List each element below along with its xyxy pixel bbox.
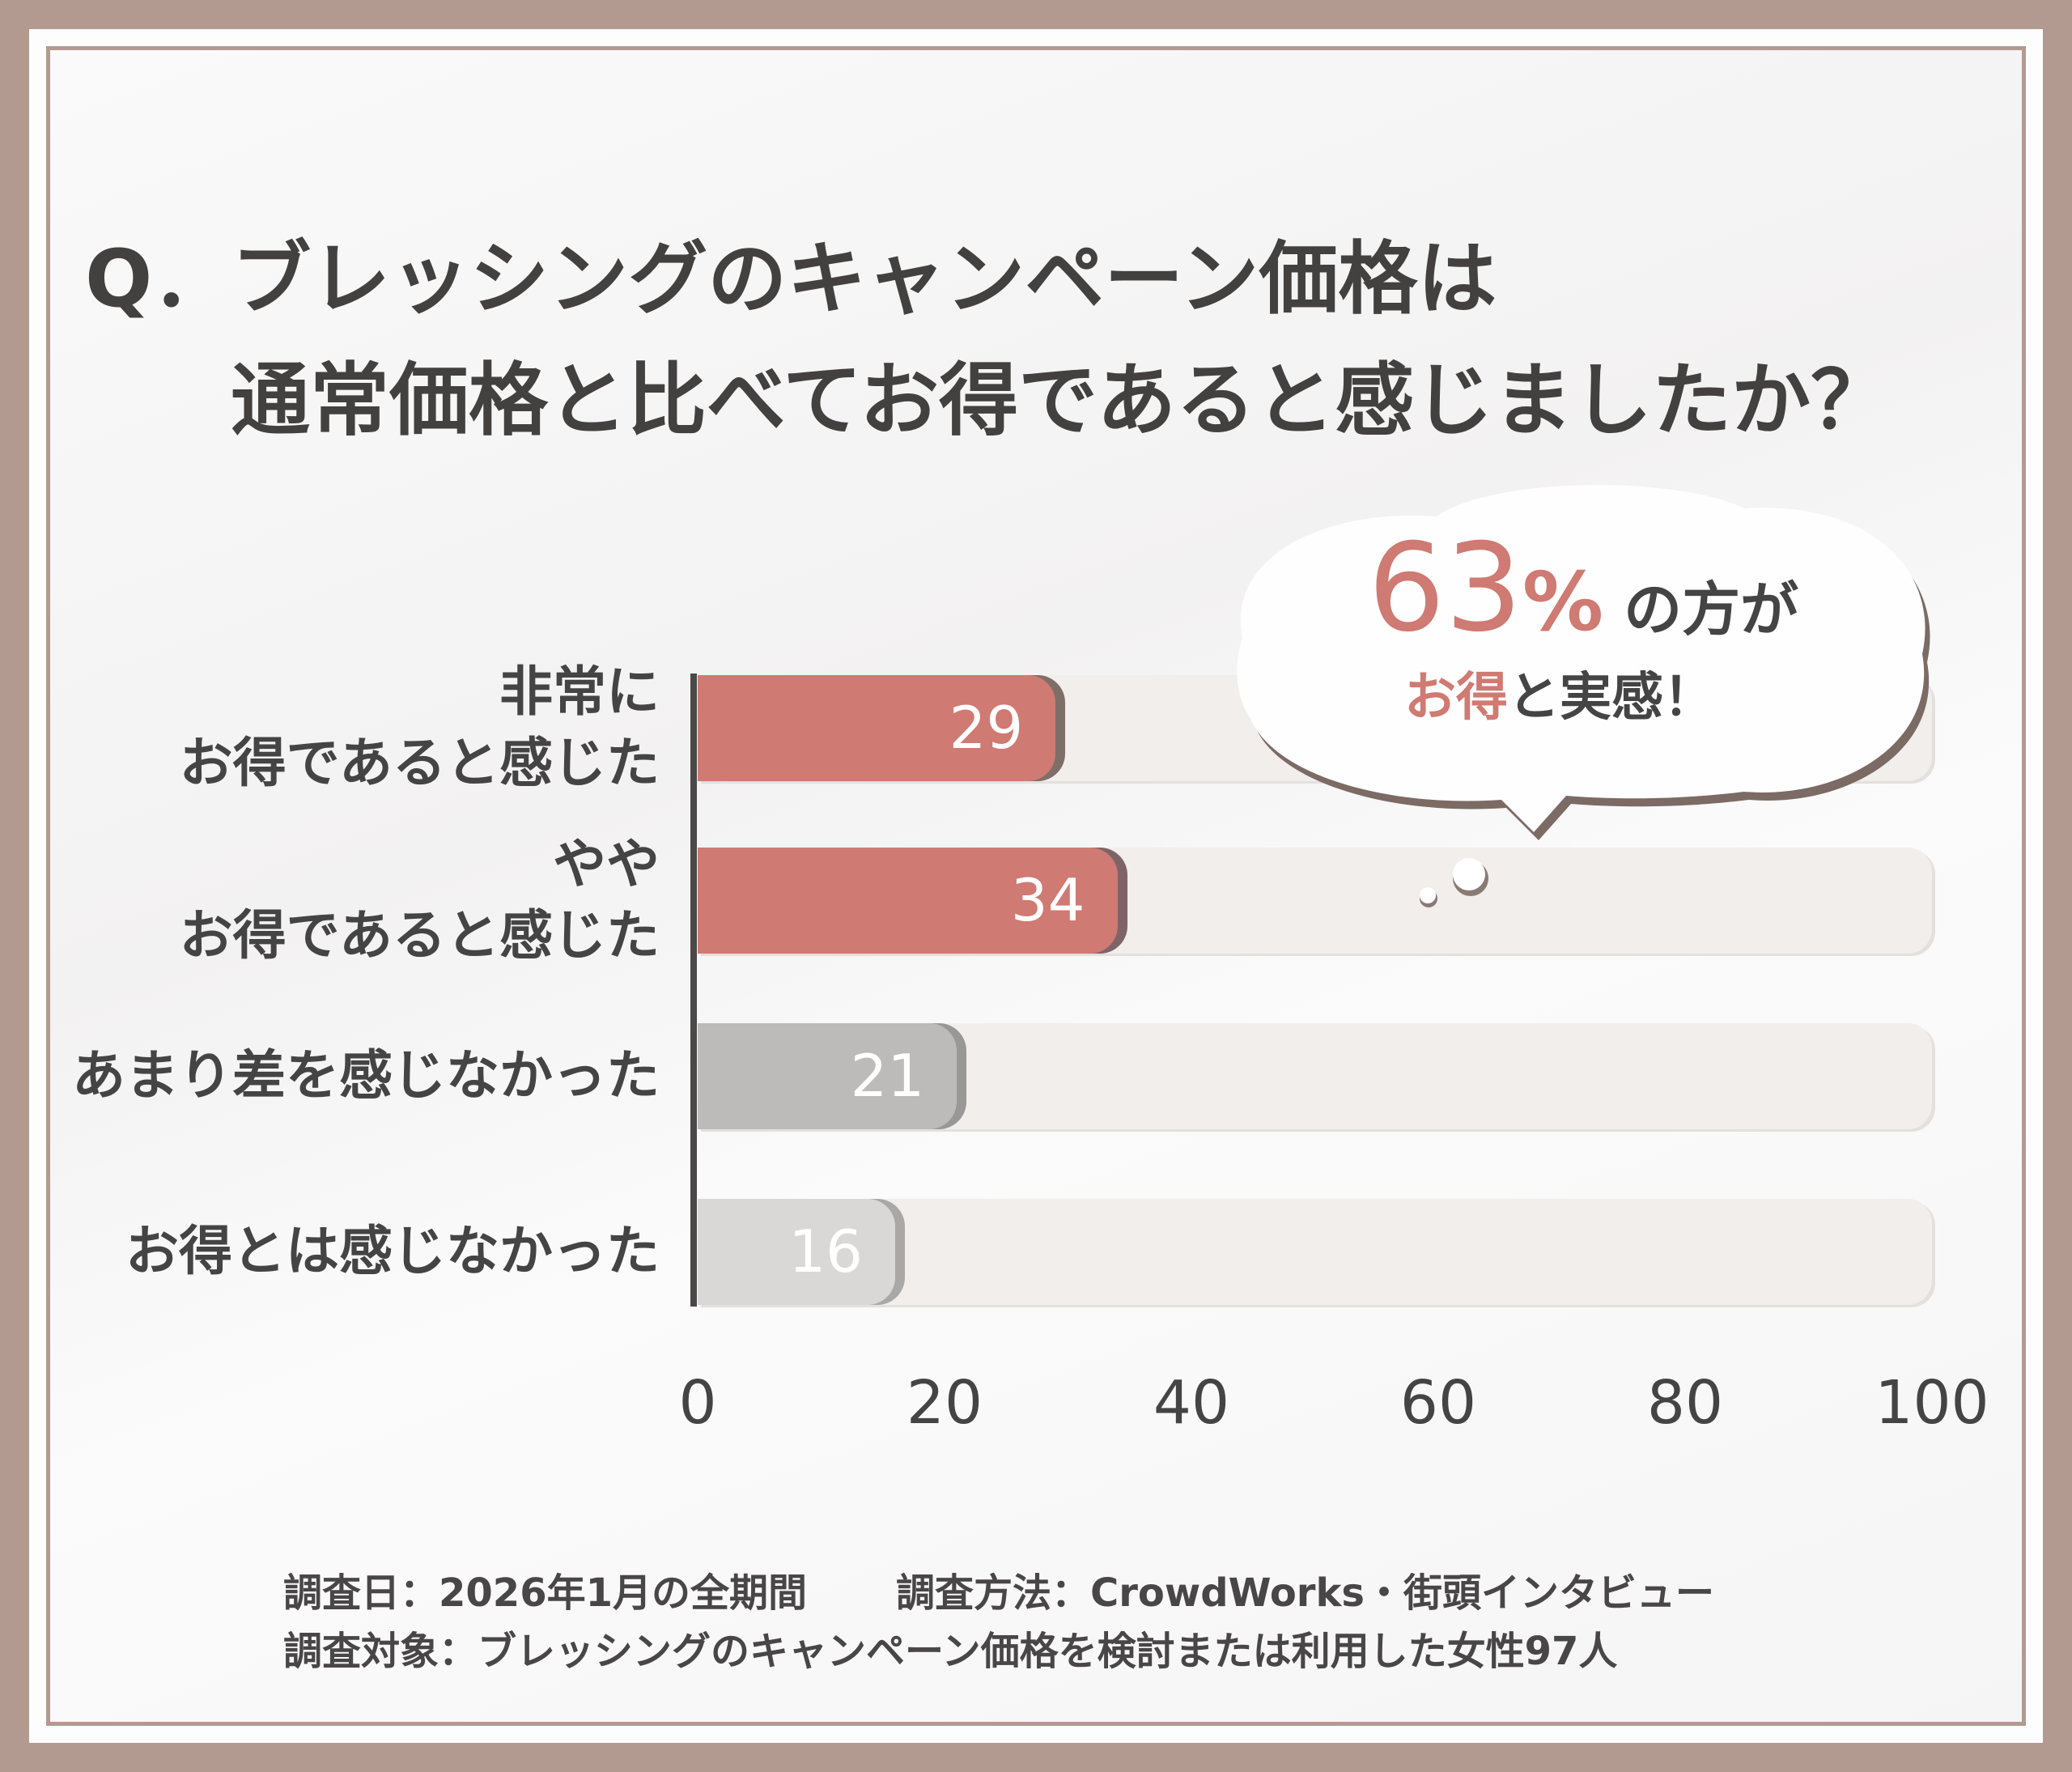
x-tick-label: 0: [678, 1368, 717, 1438]
speech-bubble: [1237, 485, 1930, 840]
bar: 21: [698, 1023, 957, 1129]
category-label: あまり差を感じなかった: [72, 1044, 660, 1107]
x-tick-label: 20: [906, 1368, 983, 1438]
x-tick-label: 40: [1153, 1368, 1230, 1438]
bar-value-label: 21: [850, 1042, 925, 1110]
x-tick-label: 100: [1875, 1368, 1989, 1438]
bar-value-label: 29: [949, 694, 1024, 762]
thought-dots: [1420, 858, 1488, 907]
bar-value-label: 34: [1010, 866, 1085, 934]
category-label: 非常に お得であると感じた: [179, 661, 660, 794]
footer-line-1: 調査日：2026年1月の全期間 調査方法：CrowdWorks・街頭インタビュー: [283, 1570, 1714, 1616]
bar-track: [698, 1199, 1932, 1305]
callout-line-1: 63% の方が: [1368, 518, 1799, 659]
bar: 34: [698, 848, 1118, 954]
category-label: やや お得であると感じた: [179, 833, 660, 967]
question-title: Q．ブレッシングのキャンペーン価格は 通常価格と比べてお得であると感じましたか？: [85, 219, 1890, 461]
footer-line-2: 調査対象：ブレッシングのキャンペーン価格を検討または利用した女性97人: [283, 1629, 1618, 1674]
callout-line-2: お得と実感！: [1404, 668, 1715, 728]
y-axis-line: [690, 674, 697, 1307]
bar-value-label: 16: [788, 1217, 863, 1285]
x-tick-label: 80: [1646, 1368, 1724, 1438]
category-label: お得とは感じなかった: [125, 1220, 660, 1282]
title-line-1: Q．ブレッシングのキャンペーン価格は: [85, 233, 1497, 325]
bar: 29: [698, 675, 1056, 781]
title-line-2: 通常価格と比べてお得であると感じましたか？: [231, 355, 1891, 447]
x-tick-label: 60: [1399, 1368, 1477, 1438]
bar: 16: [698, 1199, 895, 1305]
